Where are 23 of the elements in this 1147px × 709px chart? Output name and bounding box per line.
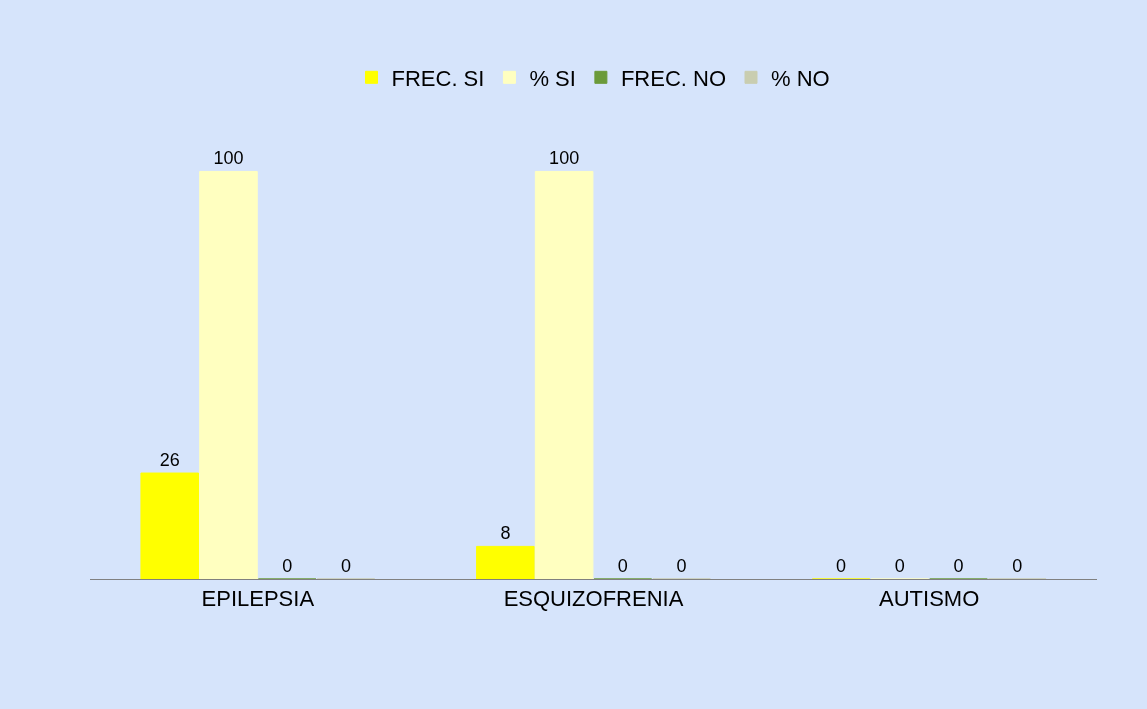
data-label: 100: [549, 148, 580, 169]
legend-label: FREC. SI: [391, 65, 485, 91]
x-tick-label: EPILEPSIA: [201, 586, 315, 612]
data-label: 0: [282, 556, 293, 576]
legend-label: % NO: [771, 65, 830, 91]
legend-label: % SI: [529, 65, 576, 91]
bar: [476, 545, 535, 579]
bar: [140, 472, 199, 579]
data-label: 0: [953, 556, 964, 576]
data-label: 0: [676, 556, 687, 576]
bar: [534, 170, 594, 579]
x-tick-label: AUTISMO: [879, 586, 980, 612]
data-label: 0: [1012, 556, 1023, 576]
x-tick-label: ESQUIZOFRENIA: [503, 586, 684, 612]
data-label: 26: [159, 450, 180, 471]
data-label: 0: [617, 556, 628, 576]
data-label: 0: [836, 556, 847, 576]
data-label: 0: [340, 556, 351, 576]
data-label: 100: [213, 148, 244, 169]
data-label: 0: [894, 556, 905, 576]
bar: [199, 170, 258, 579]
data-label: 8: [500, 523, 511, 544]
legend-label: FREC. NO: [620, 65, 726, 91]
